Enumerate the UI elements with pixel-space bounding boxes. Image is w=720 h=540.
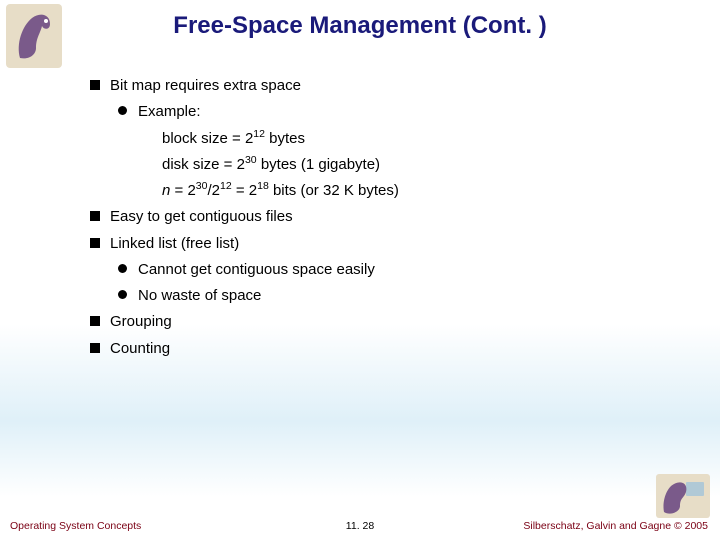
sup: 12 — [220, 180, 232, 192]
sup: 30 — [245, 154, 257, 166]
slide-title: Free-Space Management (Cont. ) — [0, 0, 720, 48]
example-line-1: block size = 212 bytes — [162, 127, 700, 150]
footer-left: Operating System Concepts — [10, 520, 141, 532]
sup: 12 — [253, 128, 265, 140]
slide-content: Bit map requires extra space Example: bl… — [0, 48, 720, 360]
dinosaur-logo-top — [6, 4, 62, 68]
bullet-no-waste: No waste of space — [118, 284, 700, 307]
bullet-easy-contiguous: Easy to get contiguous files — [90, 205, 700, 228]
text: block size = 2 — [162, 130, 253, 147]
example-line-2: disk size = 230 bytes (1 gigabyte) — [162, 153, 700, 176]
footer-right: Silberschatz, Galvin and Gagne © 2005 — [523, 520, 708, 532]
text: bytes (1 gigabyte) — [257, 156, 380, 173]
text: = 2 — [170, 182, 195, 199]
bullet-example: Example: — [118, 100, 700, 123]
bullet-cannot-contiguous: Cannot get contiguous space easily — [118, 258, 700, 281]
example-line-3: n = 230/212 = 218 bits (or 32 K bytes) — [162, 179, 700, 202]
text: /2 — [207, 182, 220, 199]
footer-page-number: 11. 28 — [346, 520, 374, 532]
bullet-linked-list: Linked list (free list) — [90, 232, 700, 255]
bullet-grouping: Grouping — [90, 310, 700, 333]
text: = 2 — [232, 182, 257, 199]
bullet-counting: Counting — [90, 337, 700, 360]
sup: 18 — [257, 180, 269, 192]
text: bytes — [265, 130, 305, 147]
text: disk size = 2 — [162, 156, 245, 173]
sup: 30 — [196, 180, 208, 192]
dinosaur-logo-bottom — [656, 474, 710, 518]
bullet-bitmap: Bit map requires extra space — [90, 74, 700, 97]
text: bits (or 32 K bytes) — [269, 182, 399, 199]
